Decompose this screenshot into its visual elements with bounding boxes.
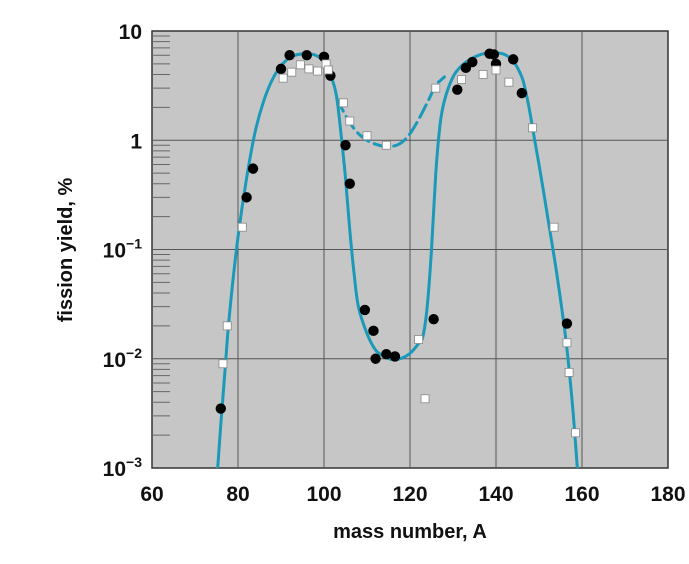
x-tick-label: 140	[478, 483, 513, 506]
data-point-open-square	[562, 338, 572, 348]
y-tick-labels: 10 1 10−1 10−2 10−3	[103, 21, 143, 481]
data-point-open-square	[420, 394, 430, 404]
data-point-open-square	[222, 321, 232, 331]
data-point-open-square	[304, 64, 314, 74]
plot-area	[151, 30, 669, 469]
grid-lines	[152, 31, 668, 468]
data-point-filled-circle	[488, 49, 500, 60]
y-axis-title: fission yield, %	[55, 178, 77, 323]
data-point-filled-circle	[275, 63, 287, 75]
data-point-filled-circle	[368, 325, 379, 337]
data-point-filled-circle	[467, 56, 478, 68]
data-point-filled-circle	[359, 304, 371, 316]
y-minor-ticks	[152, 35, 170, 436]
data-markers	[215, 48, 580, 438]
x-tick-label: 80	[226, 483, 249, 506]
x-tick-label: 180	[650, 483, 685, 506]
data-point-filled-circle	[241, 192, 252, 203]
data-point-open-square	[362, 131, 372, 141]
x-tick-label: 120	[392, 483, 427, 506]
data-point-filled-circle	[247, 163, 259, 174]
x-tick-labels: 60 80 100 120 140 160 180	[140, 483, 685, 506]
x-tick-label: 160	[564, 483, 599, 506]
data-point-open-square	[313, 66, 322, 76]
y-tick-label: 10−2	[103, 345, 143, 372]
data-point-filled-circle	[340, 140, 351, 151]
data-point-open-square	[414, 335, 424, 344]
data-point-filled-circle	[370, 353, 381, 364]
data-point-open-square	[381, 140, 391, 150]
data-point-open-square	[278, 73, 288, 83]
data-point-open-square	[491, 65, 501, 75]
data-point-filled-circle	[381, 349, 392, 360]
y-tick-label: 10	[119, 21, 142, 44]
x-tick-label: 100	[306, 483, 341, 506]
data-point-open-square	[504, 77, 514, 87]
data-point-open-square	[478, 70, 488, 79]
data-point-open-square	[528, 123, 537, 133]
x-tick-label: 60	[140, 483, 163, 506]
data-point-open-square	[457, 75, 467, 84]
data-point-filled-circle	[508, 54, 519, 65]
data-point-open-square	[287, 67, 297, 77]
data-point-open-square	[338, 98, 348, 108]
data-point-filled-circle	[516, 87, 527, 99]
y-tick-label: 1	[130, 130, 142, 153]
data-point-filled-circle	[452, 84, 463, 95]
data-point-filled-circle	[215, 403, 226, 414]
data-point-open-square	[323, 65, 333, 75]
y-tick-label: 10−1	[103, 236, 143, 263]
data-point-filled-circle	[344, 178, 355, 189]
data-point-filled-circle	[389, 351, 401, 362]
data-point-open-square	[218, 359, 228, 369]
data-point-filled-circle	[428, 314, 439, 325]
data-point-open-square	[549, 222, 559, 232]
data-point-filled-circle	[301, 50, 312, 61]
data-point-open-square	[345, 116, 355, 126]
data-point-open-square	[564, 367, 574, 377]
data-point-open-square	[431, 83, 441, 93]
data-point-open-square	[571, 428, 580, 438]
data-point-filled-circle	[318, 51, 330, 63]
data-point-filled-circle	[284, 50, 295, 61]
data-point-open-square	[295, 60, 305, 70]
data-point-filled-circle	[561, 318, 573, 329]
data-point-open-square	[237, 222, 247, 232]
y-tick-label: 10−3	[103, 454, 143, 481]
x-axis-title: mass number, A	[333, 521, 487, 543]
